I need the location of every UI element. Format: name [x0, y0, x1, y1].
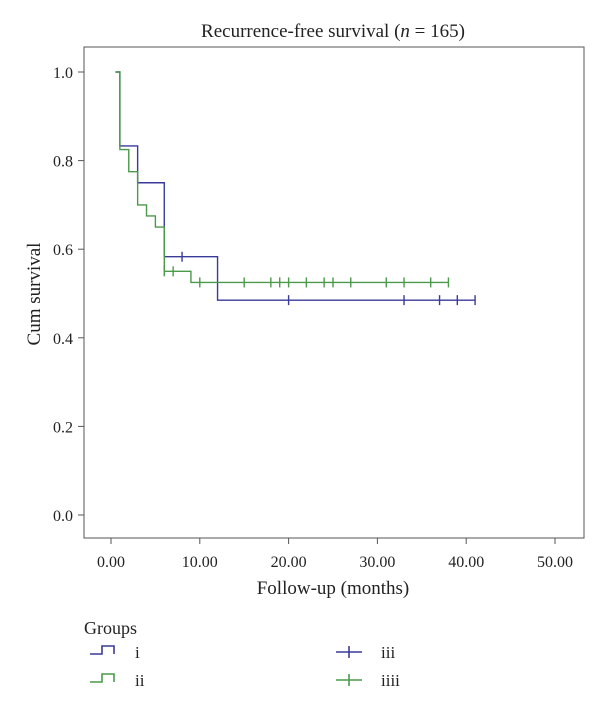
legend-swatch-step [90, 645, 115, 655]
legend-title: Groups [84, 618, 137, 638]
survival-step-line [115, 71, 476, 301]
x-tick-label: 50.00 [537, 554, 573, 571]
x-tick-label: 30.00 [359, 554, 395, 571]
legend-label: i [135, 643, 140, 662]
y-tick-label: 0.6 [53, 242, 73, 259]
y-tick-label: 0.2 [53, 419, 73, 436]
x-tick-label: 40.00 [448, 554, 484, 571]
chart-title-suffix: = 165) [410, 21, 465, 42]
legend-label: ii [135, 671, 145, 690]
legend-swatch-step [90, 673, 115, 683]
y-axis-label: Cum survival [24, 243, 45, 346]
y-tick-label: 0.4 [53, 331, 73, 348]
chart-title: Recurrence-free survival (n = 165) [201, 21, 465, 42]
y-tick-label: 0.0 [53, 508, 73, 525]
chart-title-prefix: Recurrence-free survival ( [201, 21, 400, 42]
survival-series [115, 71, 476, 306]
y-axis-ticks: 0.0 0.2 0.4 0.6 0.8 1.0 [53, 65, 84, 525]
plot-frame [83, 46, 585, 539]
y-tick-label: 1.0 [53, 65, 73, 82]
x-tick-label: 0.00 [97, 554, 125, 571]
y-tick-label: 0.8 [53, 154, 73, 171]
chart-title-variable: n [400, 21, 410, 42]
x-axis-label: Follow-up (months) [257, 578, 410, 599]
x-tick-label: 10.00 [182, 554, 218, 571]
legend-label: iii [381, 643, 395, 662]
survival-step-line [115, 71, 449, 284]
x-tick-label: 20.00 [271, 554, 307, 571]
legend-label: iiii [381, 671, 400, 690]
x-axis-ticks: 0.00 10.00 20.00 30.00 40.00 50.00 [97, 538, 573, 571]
